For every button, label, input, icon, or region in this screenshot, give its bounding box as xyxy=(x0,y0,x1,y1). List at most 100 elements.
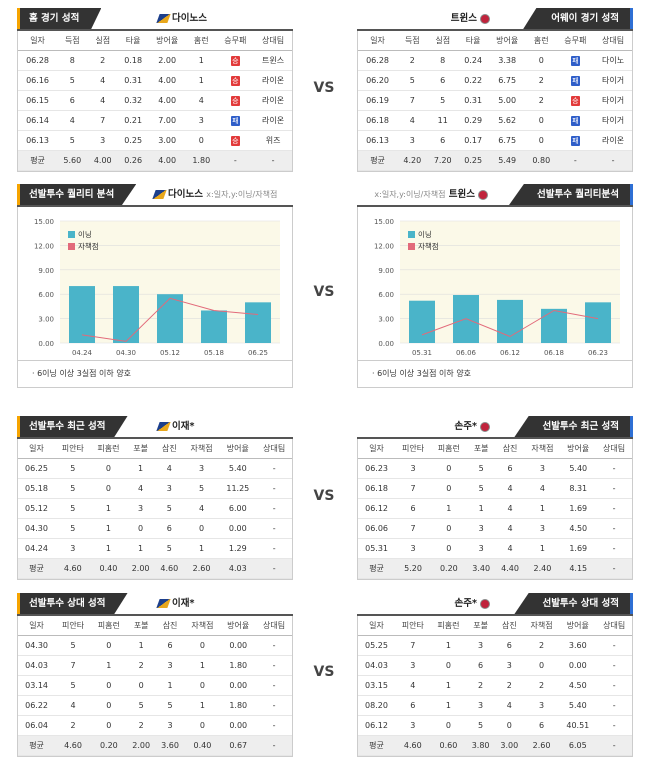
table-cell: 1 xyxy=(466,498,496,519)
table-cell: 0 xyxy=(126,518,155,539)
average-cell: - xyxy=(594,150,632,171)
table-cell: 04.30 xyxy=(18,635,56,656)
average-cell: 0.20 xyxy=(90,735,127,756)
y-tick-label: 0.00 xyxy=(378,340,394,348)
table-cell: 0 xyxy=(430,478,467,499)
average-cell: 평균 xyxy=(358,735,395,756)
table-cell: 6.75 xyxy=(488,130,527,151)
y-tick-label: 6.00 xyxy=(38,291,54,299)
table-cell: - xyxy=(596,655,632,676)
table-cell: 6 xyxy=(523,715,560,736)
table-cell: 승 xyxy=(556,90,595,111)
panel-title: 선발투수 상대 성적 xyxy=(514,593,633,614)
table-cell: 승 xyxy=(216,50,255,71)
table-row: 04.30 5 1 0 6 0 0.00- xyxy=(18,518,292,539)
table-cell: 5 xyxy=(57,130,88,151)
table-cell: 2 xyxy=(87,50,118,71)
team-name: 다이노스 xyxy=(168,189,203,200)
table-header-row: 일자 피안타 피홈런 포볼 삼진 자책점 방어율 상대팀 xyxy=(358,616,632,636)
y-tick-label: 6.00 xyxy=(378,291,394,299)
table-cell: - xyxy=(596,538,632,559)
table-cell: 타이거 xyxy=(594,110,632,131)
column-header: 상대팀 xyxy=(596,616,632,636)
column-header: 타율 xyxy=(117,31,149,51)
table-cell: 0.17 xyxy=(457,130,489,151)
column-header: 실점 xyxy=(427,31,458,51)
column-header: 승무패 xyxy=(216,31,255,51)
team-label: 다이노스 x:일자,y:이닝/자책점 xyxy=(151,184,277,205)
axis-hint: x:일자,y:이닝/자책점 xyxy=(374,190,446,199)
table-cell: 2 xyxy=(526,90,557,111)
bar xyxy=(201,310,227,343)
table-cell: 1 xyxy=(90,538,127,559)
average-cell: - xyxy=(596,558,632,579)
team-label: 손주* xyxy=(455,416,493,437)
table-cell: 1.80 xyxy=(220,695,257,716)
column-header: 삼진 xyxy=(495,439,525,459)
table-cell: 0 xyxy=(90,695,127,716)
result-badge: 승 xyxy=(230,55,240,66)
average-row: 평균 5.60 4.00 0.26 4.00 1.80- - xyxy=(18,150,292,171)
average-cell: 2.00 xyxy=(126,558,155,579)
legend-label: 자책점 xyxy=(78,241,99,251)
vs-label: VS xyxy=(313,80,335,96)
table-cell: 2 xyxy=(526,70,557,91)
table-cell: - xyxy=(256,518,292,539)
team-label: 이재* xyxy=(155,593,194,614)
table-cell: - xyxy=(596,715,632,736)
table-cell: 6 xyxy=(155,635,185,656)
table-cell: 3 xyxy=(524,458,561,479)
column-header: 홈런 xyxy=(526,31,557,51)
bar xyxy=(497,299,523,343)
column-header: 피홈런 xyxy=(90,439,127,459)
column-header: 홈런 xyxy=(186,31,217,51)
average-cell: 4.60 xyxy=(394,735,431,756)
chart-container: 15.00 12.00 9.00 6.00 3.00 0.00 05.31 06.06 06.1… xyxy=(357,207,633,388)
table-row: 06.22 4 0 5 5 1 1.80- xyxy=(18,695,292,716)
table-cell: 2 xyxy=(494,675,524,696)
table-cell: 04.30 xyxy=(18,518,55,539)
table-cell: 5 xyxy=(55,635,91,656)
average-cell: 1.80 xyxy=(186,150,217,171)
column-header: 일자 xyxy=(18,616,56,636)
panel-header: 선발투수 상대 성적 이재* xyxy=(17,593,293,616)
table-cell: 0.31 xyxy=(117,70,149,91)
twins-logo-icon xyxy=(480,13,490,24)
x-tick-label: 06.25 xyxy=(248,349,268,357)
table-cell: 5 xyxy=(155,695,185,716)
table-cell: 4 xyxy=(495,478,525,499)
table-cell: 08.20 xyxy=(358,695,395,716)
table-cell: 8 xyxy=(57,50,88,71)
table-cell: 03.14 xyxy=(18,675,56,696)
average-cell: 3.80 xyxy=(466,735,495,756)
result-badge: 패 xyxy=(570,55,580,66)
table-cell: 0.00 xyxy=(219,518,257,539)
table-cell: 06.06 xyxy=(358,518,396,539)
table-cell: 다이노 xyxy=(594,50,632,71)
bar xyxy=(409,300,435,343)
table-row: 06.14 4 7 0.21 7.00 3 패 라이온 xyxy=(18,110,292,131)
panel-header: 홈 경기 성적 다이노스 xyxy=(17,8,293,31)
column-header: 자책점 xyxy=(524,439,561,459)
table-cell: 06.28 xyxy=(18,50,58,71)
result-badge: 승 xyxy=(570,95,580,106)
stats-table: 일자 득점 실점 타율 방어율 홈런 승무패 상대팀 06.28 8 2 0.18 2.00 1 승 트윈스 0… xyxy=(18,31,292,171)
table-cell: 1 xyxy=(430,635,467,656)
column-header: 방어율 xyxy=(220,616,257,636)
table-cell: 5 xyxy=(154,538,184,559)
table-cell: 06.13 xyxy=(18,130,58,151)
table-row: 04.24 3 1 1 5 1 1.29- xyxy=(18,538,292,559)
table-cell: 0 xyxy=(90,635,127,656)
table-cell: 05.25 xyxy=(358,635,395,656)
table-cell: 1 xyxy=(186,70,217,91)
table-cell: 6 xyxy=(427,70,458,91)
average-cell: - xyxy=(256,735,292,756)
table-cell: 0.18 xyxy=(117,50,149,71)
table-cell: 5.40 xyxy=(559,695,597,716)
average-cell: 0.40 xyxy=(90,558,127,579)
table-cell: 3 xyxy=(155,655,185,676)
average-cell: 4.15 xyxy=(560,558,597,579)
table-cell: - xyxy=(256,675,292,696)
table-cell: 0 xyxy=(183,518,220,539)
